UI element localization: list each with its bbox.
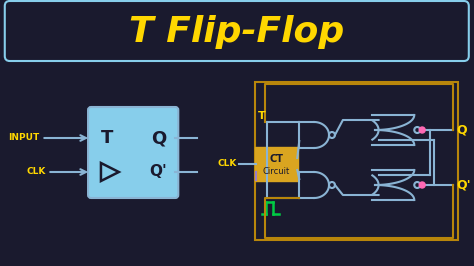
FancyBboxPatch shape [255,147,298,181]
Text: INPUT: INPUT [8,134,39,143]
Text: CLK: CLK [26,168,46,177]
FancyBboxPatch shape [88,107,178,198]
Text: Circuit: Circuit [263,167,290,176]
Text: Q': Q' [456,178,471,192]
Text: Q': Q' [150,164,167,180]
FancyBboxPatch shape [5,1,469,61]
Text: CLK: CLK [218,160,237,168]
Circle shape [419,127,425,133]
Text: Q: Q [456,123,466,136]
Text: T: T [100,129,113,147]
Text: Q: Q [151,129,166,147]
Text: CT: CT [269,154,283,164]
Text: T: T [257,111,265,121]
Text: T Flip-Flop: T Flip-Flop [129,15,345,49]
Circle shape [419,182,425,188]
